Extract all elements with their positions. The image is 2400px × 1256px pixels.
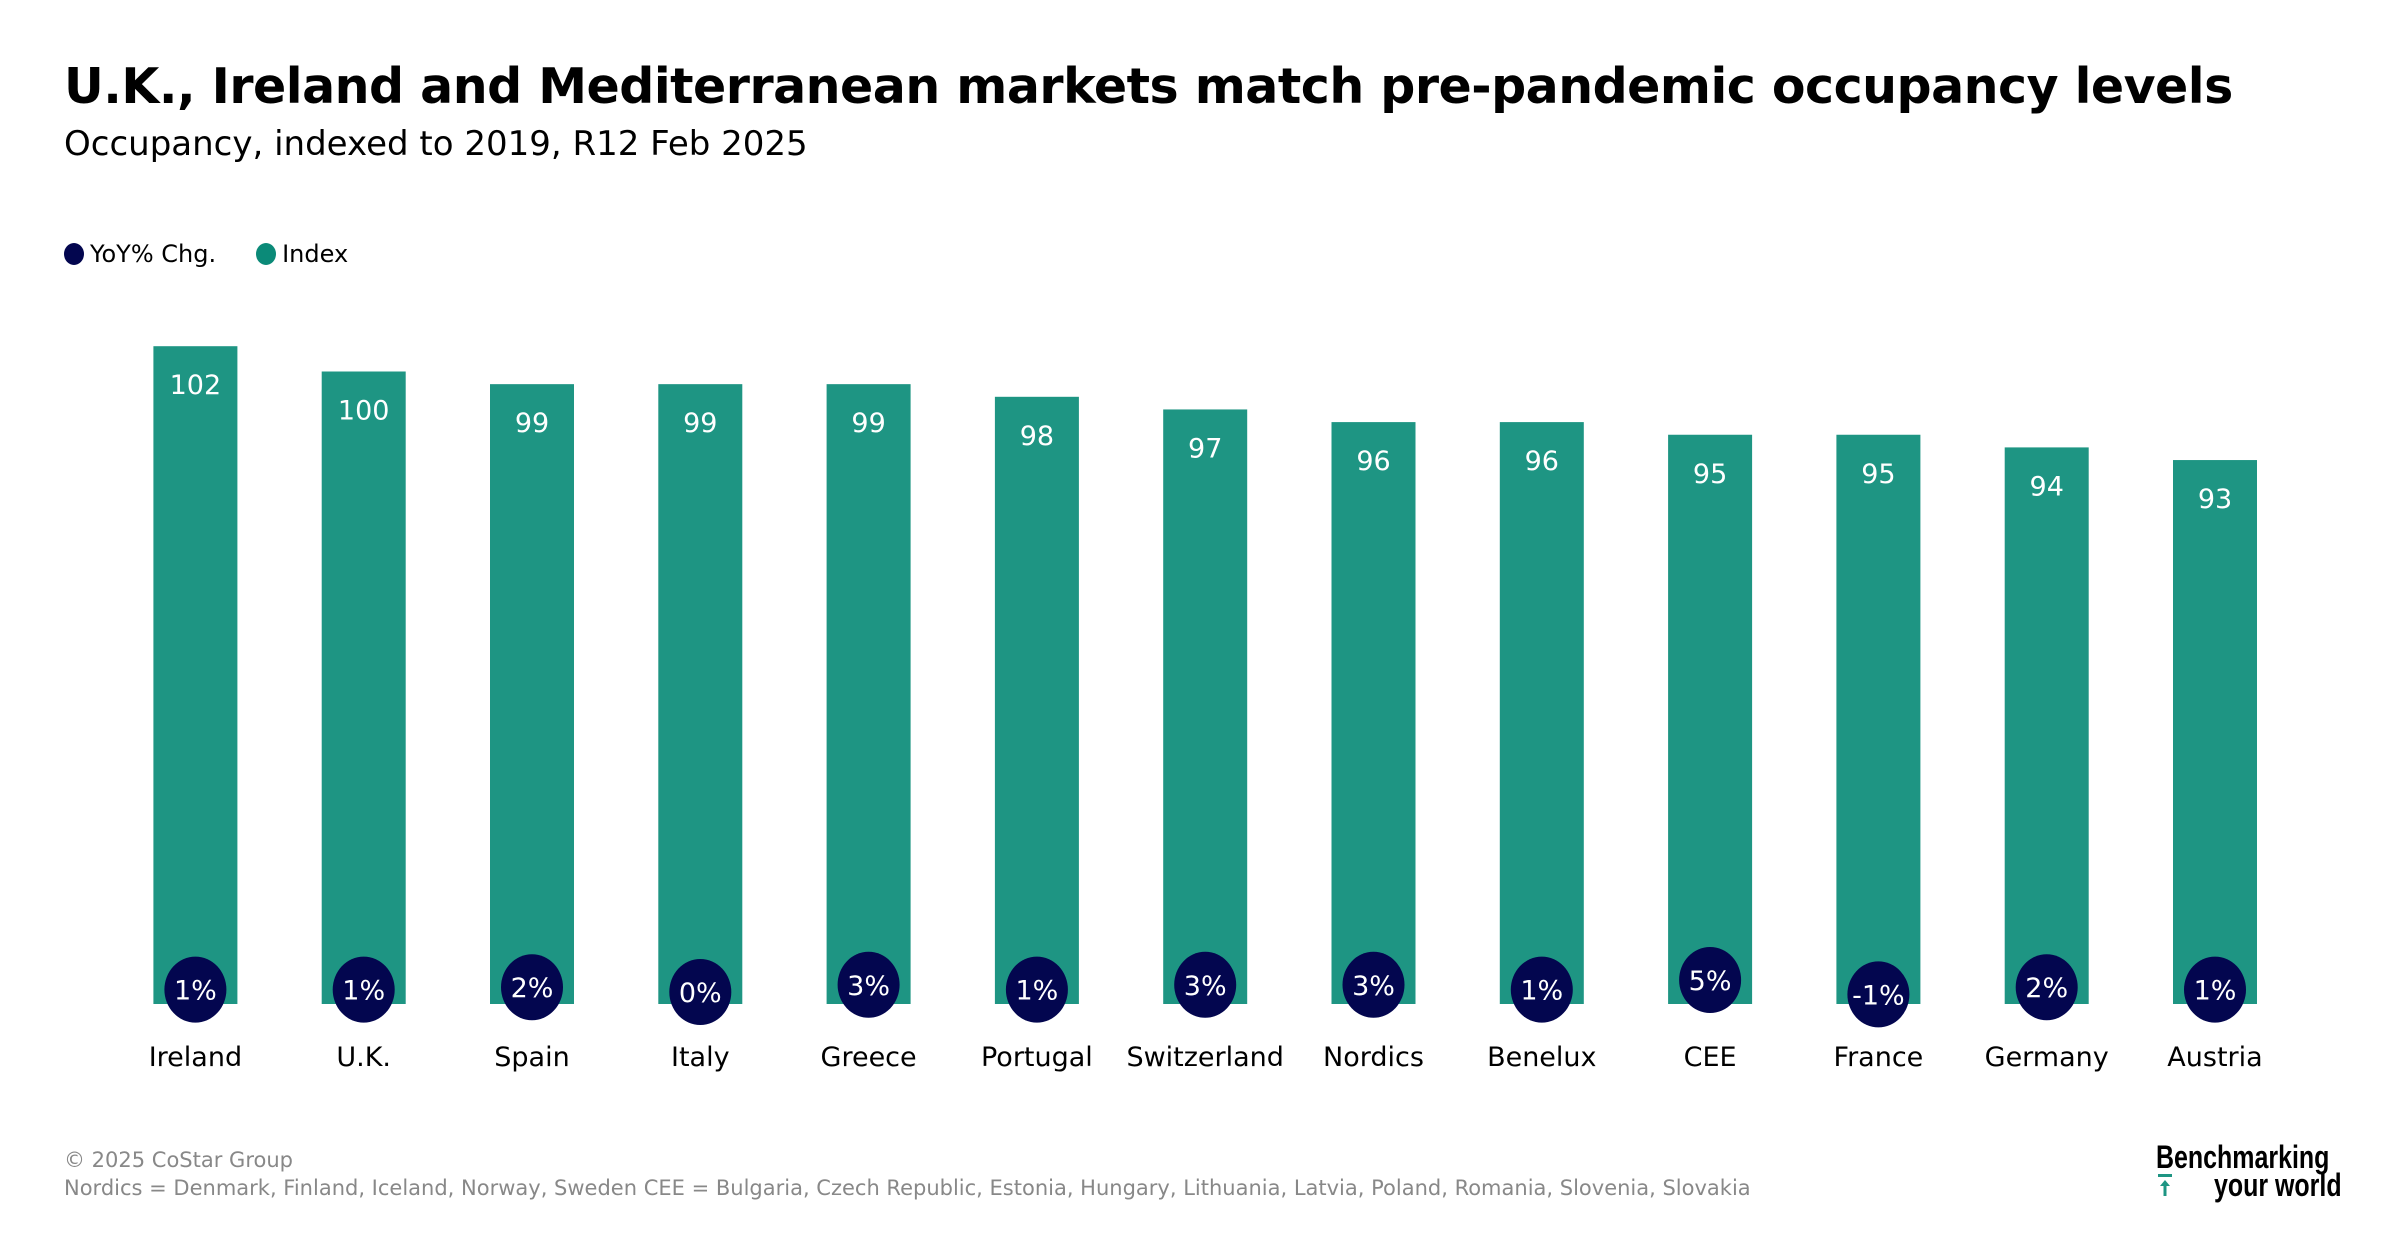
- legend-dot-index: [256, 243, 277, 265]
- bar-index-germany: [2004, 447, 2089, 1004]
- data-label-yoy: 3%: [847, 971, 890, 1002]
- marker-yoy: [1174, 951, 1237, 1018]
- x-tick-label: CEE: [1684, 1042, 1737, 1073]
- data-label-index: 99: [851, 408, 885, 439]
- legend-item-yoy: YoY% Chg.: [64, 240, 216, 268]
- data-label-yoy: 3%: [1352, 971, 1395, 1002]
- data-label-yoy: 1%: [342, 976, 385, 1007]
- bar-index-uk: [321, 371, 406, 1004]
- x-tick-label: Italy: [671, 1042, 730, 1073]
- x-tick-label: Austria: [2167, 1042, 2262, 1073]
- x-tick-label: Switzerland: [1126, 1042, 1284, 1073]
- bar-index-austria: [2173, 460, 2257, 1004]
- legend-dot-yoy: [64, 243, 84, 265]
- data-label-yoy: 2%: [511, 973, 554, 1004]
- bar-index-cee: [1668, 434, 1753, 1004]
- bar-index-ireland: [153, 346, 238, 1004]
- x-tick-label: Ireland: [149, 1042, 242, 1073]
- bar-index-switzerland: [1163, 409, 1248, 1004]
- data-label-yoy: 1%: [2194, 976, 2237, 1007]
- chart-title: U.K., Ireland and Mediterranean markets …: [64, 58, 2233, 115]
- marker-yoy: [332, 956, 395, 1023]
- data-label-yoy: 1%: [1520, 976, 1563, 1007]
- data-label-index: 93: [2198, 484, 2232, 515]
- x-tick-label: Germany: [1985, 1042, 2109, 1073]
- x-tick-label: Portugal: [981, 1042, 1093, 1073]
- marker-yoy: [669, 959, 732, 1025]
- legend-label-index: Index: [282, 240, 349, 268]
- data-label-index: 99: [515, 408, 549, 439]
- marker-yoy: [1847, 961, 1910, 1028]
- marker-yoy: [501, 954, 563, 1021]
- legend-item-index: Index: [256, 240, 348, 268]
- bar-index-nordics: [1331, 422, 1416, 1005]
- marker-yoy: [1005, 956, 1068, 1023]
- arrow-up-icon: [2158, 1174, 2172, 1196]
- marker-yoy: [164, 956, 227, 1023]
- data-label-index: 95: [1693, 459, 1727, 490]
- marker-yoy: [1342, 951, 1405, 1018]
- data-label-index: 96: [1525, 446, 1559, 477]
- bar-index-benelux: [1499, 422, 1584, 1005]
- bar-index-portugal: [994, 396, 1079, 1004]
- chart-subtitle: Occupancy, indexed to 2019, R12 Feb 2025: [64, 124, 808, 164]
- data-label-yoy: 2%: [2025, 973, 2068, 1004]
- data-label-index: 100: [338, 396, 390, 427]
- data-label-index: 96: [1356, 446, 1390, 477]
- marker-yoy: [1679, 947, 1742, 1013]
- copyright: © 2025 CoStar Group: [64, 1148, 293, 1172]
- data-label-yoy: 0%: [679, 978, 722, 1009]
- legend: YoY% Chg. Index: [64, 240, 388, 268]
- legend-label-yoy: YoY% Chg.: [90, 240, 217, 268]
- data-label-yoy: 3%: [1184, 971, 1227, 1002]
- logo-line2: your world: [2214, 1167, 2342, 1203]
- data-label-yoy: 5%: [1689, 966, 1732, 997]
- marker-yoy: [2184, 956, 2246, 1023]
- bar-index-italy: [658, 384, 743, 1004]
- data-label-index: 98: [1020, 421, 1054, 452]
- data-label-yoy: 1%: [1015, 976, 1058, 1007]
- x-tick-label: Nordics: [1323, 1042, 1424, 1073]
- bar-index-france: [1836, 434, 1921, 1004]
- x-tick-label: Benelux: [1487, 1042, 1596, 1073]
- x-tick-label: Spain: [494, 1042, 569, 1073]
- bar-index-greece: [826, 384, 911, 1004]
- data-label-index: 97: [1188, 433, 1222, 464]
- logo: Benchmarking your world: [2156, 1139, 2346, 1204]
- marker-yoy: [1510, 956, 1573, 1023]
- data-label-yoy: 1%: [174, 976, 217, 1007]
- data-label-index: 99: [683, 408, 717, 439]
- x-tick-label: Greece: [821, 1042, 917, 1073]
- x-tick-label: U.K.: [336, 1042, 391, 1073]
- logo-line1: Benchmarking: [2156, 1139, 2330, 1175]
- data-label-index: 102: [170, 370, 222, 401]
- x-tick-label: France: [1834, 1042, 1924, 1073]
- data-label-index: 94: [2030, 471, 2064, 502]
- marker-yoy: [837, 951, 900, 1018]
- bar-index-spain: [490, 384, 574, 1004]
- data-label-index: 95: [1861, 459, 1895, 490]
- footnote: Nordics = Denmark, Finland, Iceland, Nor…: [64, 1176, 1751, 1200]
- marker-yoy: [2015, 954, 2078, 1021]
- data-label-yoy: -1%: [1852, 980, 1905, 1011]
